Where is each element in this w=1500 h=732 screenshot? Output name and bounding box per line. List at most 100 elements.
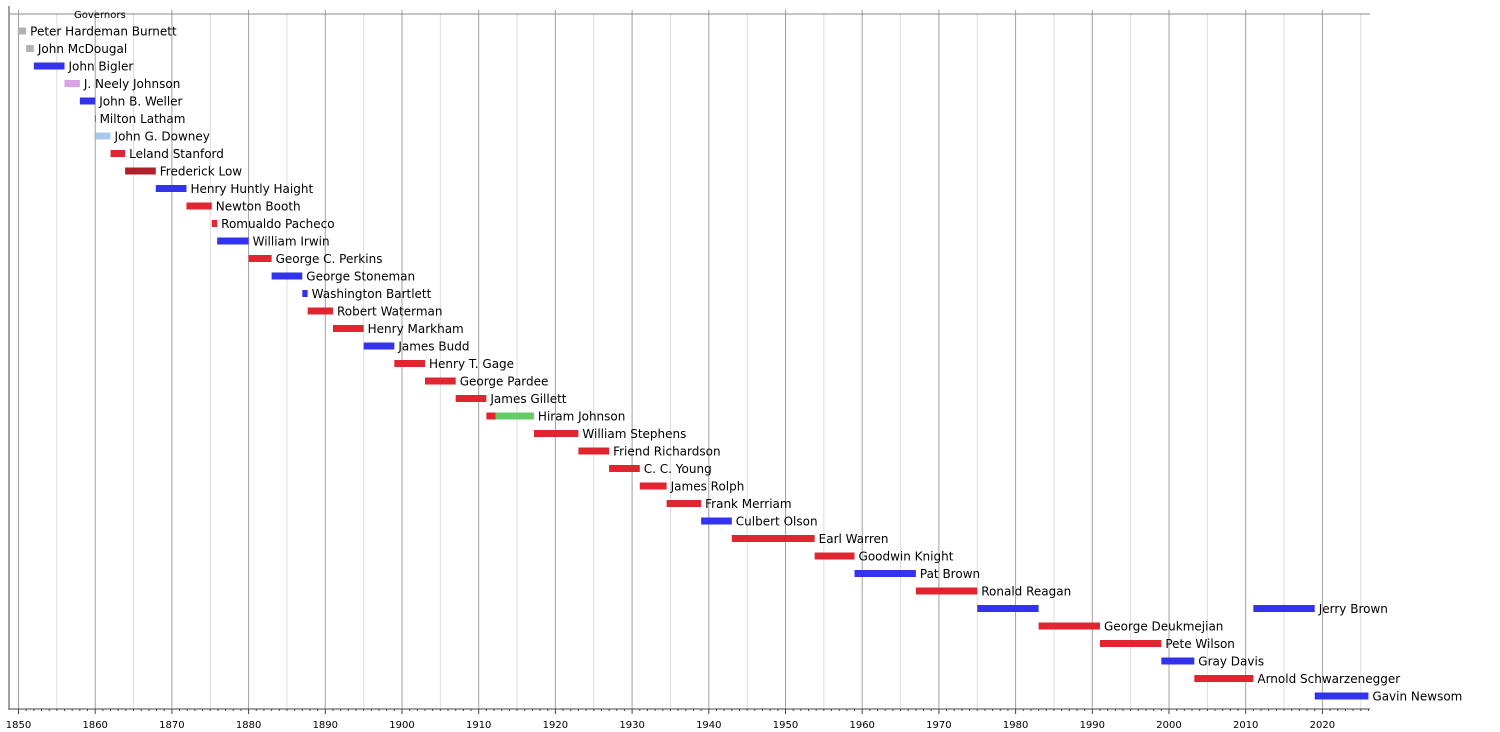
governor-bar: [455, 395, 487, 402]
governor-bar: [248, 255, 272, 262]
governor-label: J. Neely Johnson: [83, 77, 180, 91]
governor-bar: [666, 500, 702, 507]
governor-bar: [332, 325, 364, 332]
governor-label: James Budd: [397, 340, 469, 354]
governor-label: William Irwin: [253, 235, 330, 249]
governor-bar: [95, 132, 111, 140]
x-tick-label: 1950: [773, 720, 798, 731]
governor-bar: [731, 535, 815, 542]
governor-bar: [155, 185, 187, 192]
governor-bar: [814, 552, 855, 560]
governor-bar: [578, 447, 610, 455]
governor-bar: [1099, 640, 1162, 647]
governor-label: Robert Waterman: [337, 305, 443, 319]
governor-bar: [1038, 622, 1100, 630]
governor-bar: [639, 482, 667, 490]
governor-label: Frank Merriam: [705, 497, 791, 511]
governor-label: Gavin Newsom: [1372, 690, 1462, 704]
governor-label: George C. Perkins: [276, 252, 383, 266]
governor-label: John B. Weller: [98, 95, 182, 109]
governor-bar: [1253, 605, 1315, 612]
governor-bar: [609, 465, 640, 472]
x-tick-label: 1900: [389, 720, 414, 731]
governor-label: James Rolph: [670, 480, 745, 494]
x-tick-label: 2010: [1233, 720, 1258, 731]
governor-bar: [110, 150, 126, 157]
governor-label: Culbert Olson: [736, 515, 818, 529]
governors-group-label: Governors: [74, 10, 126, 21]
x-tick-label: 1970: [926, 720, 951, 731]
governor-label: Ronald Reagan: [981, 585, 1071, 599]
governor-bar: [915, 587, 978, 595]
x-tick-label: 1850: [6, 720, 31, 731]
governor-label: Milton Latham: [100, 112, 186, 126]
x-tick-label: 1910: [466, 720, 491, 731]
governor-label: Henry T. Gage: [429, 357, 514, 371]
governor-label: James Gillett: [489, 392, 566, 406]
governor-bar: [271, 272, 303, 280]
governor-bar: [307, 307, 333, 315]
x-tick-label: 1920: [543, 720, 568, 731]
governor-bar: [854, 570, 916, 577]
governor-bar: [533, 430, 579, 437]
governor-label: George Stoneman: [306, 270, 415, 284]
x-tick-label: 1930: [619, 720, 644, 731]
governor-label: George Pardee: [460, 375, 549, 389]
governor-label: Peter Hardeman Burnett: [30, 25, 177, 39]
governor-label: C. C. Young: [644, 462, 712, 476]
governor-label: Hiram Johnson: [538, 410, 625, 424]
governor-label: Romualdo Pacheco: [221, 217, 334, 231]
major-gridlines: [18, 10, 1323, 709]
governor-label: John G. Downey: [114, 130, 210, 144]
x-tick-label: 2020: [1310, 720, 1335, 731]
x-tick-label: 1880: [236, 720, 261, 731]
governor-bar: [701, 517, 732, 525]
governor-bar: [302, 290, 308, 297]
governor-bar: [125, 167, 156, 175]
governor-label: Gray Davis: [1198, 655, 1264, 669]
governor-bar: [26, 45, 34, 52]
governor-label: Henry Huntly Haight: [190, 182, 313, 196]
governor-bar: [33, 62, 65, 70]
governor-label: John McDougal: [37, 42, 127, 56]
governor-label: Goodwin Knight: [859, 550, 954, 564]
governor-label: Washington Bartlett: [312, 287, 432, 301]
governor-labels: Peter Hardeman Burnett John McDougal John …: [30, 25, 1462, 704]
governor-label: John Bigler: [68, 60, 134, 74]
x-axis-ticks: 1850 1860 1870 1880 1890 1900 1910 1920 1930 1940…: [6, 709, 1369, 731]
x-tick-label: 2000: [1156, 720, 1181, 731]
governor-label: George Deukmejian: [1104, 620, 1223, 634]
governor-bar: [425, 377, 456, 385]
governor-bar: [95, 115, 96, 122]
governor-label: Henry Markham: [368, 322, 464, 336]
governor-bar: [1314, 692, 1369, 700]
governor-bar: [217, 237, 249, 245]
governor-label: Pat Brown: [920, 567, 980, 581]
governor-bar: [186, 202, 212, 210]
x-tick-label: 1860: [82, 720, 107, 731]
x-tick-label: 1870: [159, 720, 184, 731]
governor-bar: [977, 605, 1039, 612]
x-tick-label: 1960: [849, 720, 874, 731]
x-tick-label: 1890: [313, 720, 338, 731]
governor-bar: [1194, 675, 1254, 682]
governor-bar: [211, 220, 218, 227]
governor-bar: [1161, 657, 1195, 665]
x-tick-label: 1980: [1003, 720, 1028, 731]
governor-bars: [17, 27, 1369, 700]
governor-label: Friend Richardson: [613, 445, 720, 459]
x-tick-label: 1990: [1080, 720, 1105, 731]
governor-label: Frederick Low: [160, 165, 243, 179]
governor-label: Newton Booth: [216, 200, 301, 214]
governor-label: Leland Stanford: [129, 147, 224, 161]
governor-bar: [486, 412, 496, 420]
governor-bar: [64, 80, 80, 87]
x-tick-label: 1940: [696, 720, 721, 731]
governor-label: Jerry Brown: [1318, 602, 1388, 616]
governor-label: Pete Wilson: [1165, 637, 1235, 651]
governor-label: William Stephens: [582, 427, 686, 441]
governor-bar: [495, 412, 534, 420]
governor-bar: [79, 97, 96, 105]
governor-label: Earl Warren: [819, 532, 889, 546]
